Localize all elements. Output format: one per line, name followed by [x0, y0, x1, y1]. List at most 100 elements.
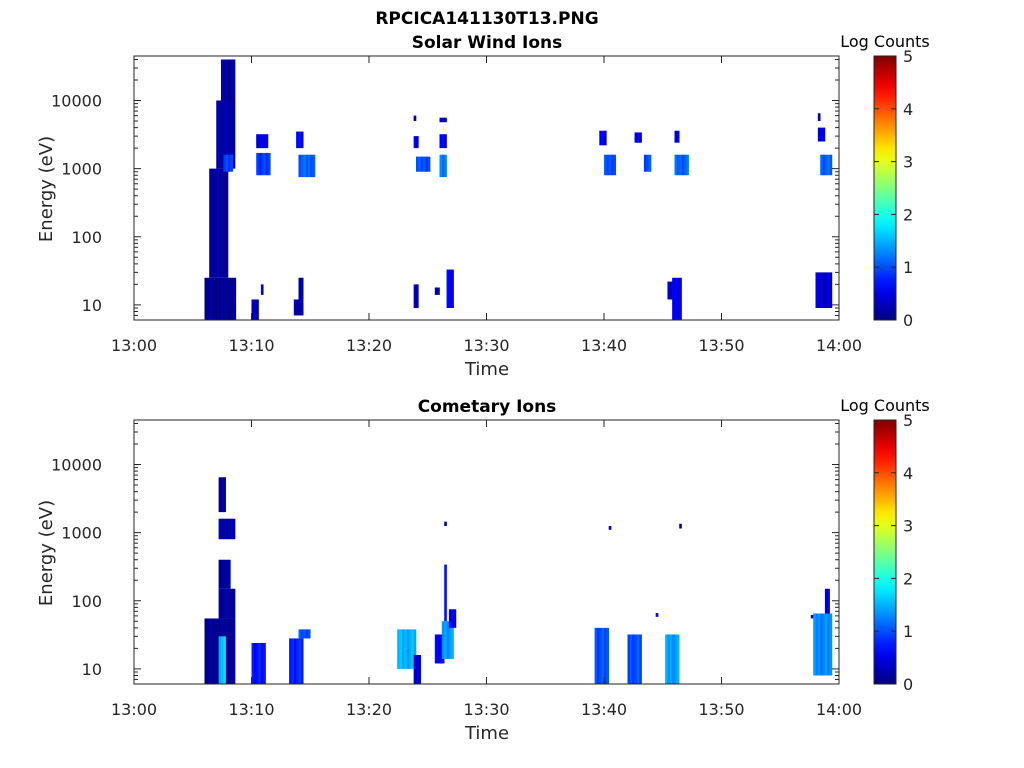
spectrogram-cell	[441, 621, 445, 659]
spectrogram-cell	[228, 618, 231, 684]
spectrogram-cell	[676, 154, 680, 176]
spectrogram-cell	[235, 277, 237, 320]
spectrogram-cell	[225, 168, 229, 278]
spectrogram-cell	[256, 299, 259, 320]
spectrogram-cell	[453, 609, 457, 628]
spectrogram-cell	[822, 613, 826, 676]
spectrogram-cell	[232, 588, 236, 619]
spectrogram-cell	[218, 636, 222, 684]
spectrogram-cell	[683, 154, 687, 176]
spectrogram-cell	[679, 154, 682, 176]
spectrogram-cell	[437, 634, 440, 664]
spectrogram-cell	[636, 634, 640, 684]
spectrogram-cell	[223, 100, 226, 169]
spectrogram-cell	[599, 627, 602, 684]
spectrogram-cell	[810, 614, 814, 619]
spectrogram-cell	[260, 134, 264, 149]
spectrogram-cell	[608, 154, 612, 176]
spectrogram-cell	[686, 154, 689, 176]
spectrogram-cell	[416, 284, 419, 309]
spectrogram-cell	[293, 299, 297, 316]
spectrogram-cell	[404, 629, 407, 669]
spectrogram-cell	[451, 609, 454, 628]
panel-title-solar-wind: Solar Wind Ions	[412, 33, 563, 53]
y-tick-label: 1000	[61, 524, 102, 543]
spectrogram-cell	[437, 287, 440, 295]
spectrogram-cell	[291, 638, 295, 684]
spectrogram-cell	[260, 152, 264, 176]
spectrogram-cell	[674, 634, 678, 684]
spectrogram-cell	[820, 127, 823, 142]
spectrogram-cell	[218, 477, 222, 513]
spectrogram-cell	[439, 154, 443, 178]
spectrogram-cell	[228, 277, 231, 320]
colorbar-gradient	[874, 420, 896, 684]
spectrogram-cell	[263, 152, 266, 176]
spectrogram-cell	[444, 564, 447, 622]
spectrogram-cell	[827, 154, 830, 176]
spectrogram-cell	[230, 618, 233, 684]
spectrogram-cell	[822, 154, 826, 176]
spectrogram-cell	[397, 629, 400, 669]
spectrogram-cell	[232, 100, 236, 169]
spectrogram-cell	[232, 518, 236, 540]
spectrogram-cell	[413, 629, 417, 669]
spectrogram-cell	[416, 156, 419, 172]
spectrogram-cell	[211, 618, 215, 684]
x-tick-label: 13:10	[228, 700, 274, 719]
spectrogram-cell	[448, 621, 452, 659]
spectrogram-cell	[298, 154, 302, 178]
figure-title: RPCICA141130T13.PNG	[375, 9, 598, 29]
spectrogram-cell	[228, 518, 231, 540]
spectrogram-cell	[815, 272, 819, 308]
spectrogram-cell	[230, 588, 233, 619]
spectrogram-cell	[444, 154, 447, 178]
axes-solar-wind: 13:00 13:10 13:20 13:30 13:40 13:50 14:00 10 100…	[51, 55, 862, 355]
spectrogram-cell	[451, 269, 454, 308]
spectrogram-cell	[220, 277, 224, 320]
spectrogram-cell	[298, 277, 302, 300]
spectrogram-cell	[594, 627, 598, 684]
spectrogram-cell	[228, 154, 231, 172]
spectrogram-cell	[228, 100, 231, 169]
spectrogram-cell	[411, 629, 414, 669]
spectrogram-cell	[298, 299, 302, 316]
colorbar-tick-label: 0	[903, 311, 913, 330]
spectrogram-cell	[599, 130, 602, 146]
plot-frame	[133, 419, 840, 685]
spectrogram-cell	[305, 629, 309, 639]
spectrogram-cell	[223, 168, 226, 278]
x-axis-label-solar-wind: Time	[464, 359, 509, 380]
spectrogram-cell	[674, 130, 678, 143]
x-tick-label: 13:30	[463, 700, 509, 719]
spectrogram-cell	[206, 618, 210, 684]
spectrogram-cell	[218, 588, 222, 619]
spectrogram-cell	[629, 634, 633, 684]
spectrogram-cell	[669, 281, 673, 300]
spectrogram-cell	[674, 277, 678, 320]
spectrogram-cell	[223, 518, 226, 540]
spectrogram-cell	[601, 627, 605, 684]
spectrogram-cell	[679, 523, 682, 529]
spectrogram-cell	[256, 134, 259, 149]
spectrogram-cell	[312, 154, 316, 178]
axes-cometary: 13:00 13:10 13:20 13:30 13:40 13:50 14:00 10 100…	[51, 419, 862, 719]
spectrogram-cell	[827, 613, 830, 676]
spectrogram-cell	[230, 59, 233, 101]
spectrogram-cell	[613, 154, 617, 176]
spectrogram-cell	[434, 287, 438, 295]
spectrogram-cell	[674, 154, 678, 176]
spectrogram-cell	[444, 117, 447, 123]
y-axis-label-solar-wind: Energy (eV)	[36, 136, 57, 242]
spectrogram-cell	[300, 131, 304, 149]
spectrogram-cell	[220, 559, 224, 589]
colorbar-tick-label: 4	[903, 100, 913, 119]
x-tick-label: 13:00	[111, 700, 157, 719]
spectrogram-cell	[307, 629, 311, 639]
spectrogram-cell	[300, 277, 304, 300]
spectrogram-cell	[817, 272, 821, 308]
spectrogram-cell	[209, 618, 212, 684]
spectrogram-cell	[211, 168, 215, 278]
y-tick-label: 100	[71, 228, 102, 247]
spectrogram-cell	[606, 627, 609, 684]
